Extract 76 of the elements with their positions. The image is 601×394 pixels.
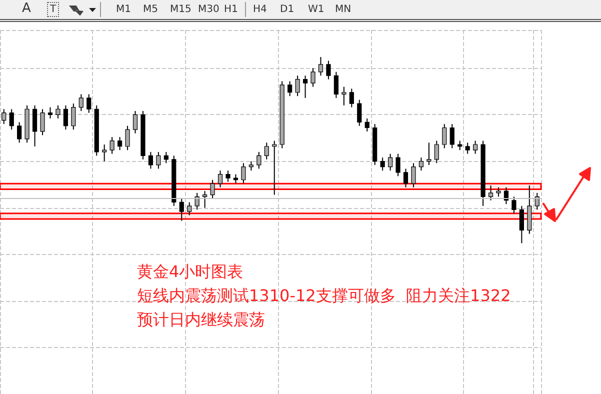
candlestick <box>534 192 540 210</box>
candlestick <box>434 140 439 164</box>
candlestick <box>519 205 524 244</box>
candlestick <box>364 118 370 132</box>
candlestick <box>102 144 107 162</box>
candlestick <box>233 174 238 184</box>
text: D1 <box>280 3 294 16</box>
candlestick <box>210 179 215 199</box>
text: M5 <box>143 3 158 16</box>
candlestick <box>295 75 300 97</box>
candlestick <box>418 157 424 172</box>
candlestick <box>380 157 385 172</box>
text: 预计日内继续震荡 <box>137 309 266 331</box>
candlestick <box>264 142 269 160</box>
candlestick <box>310 68 316 88</box>
candlestick <box>202 190 208 208</box>
candlestick <box>110 136 114 154</box>
candlestick <box>403 168 408 188</box>
candlestick <box>488 184 494 201</box>
candlestick <box>458 140 462 151</box>
text: A <box>22 1 31 16</box>
candlestick <box>342 86 346 106</box>
candlestick <box>442 124 447 149</box>
candlestick <box>496 186 501 198</box>
candlestick <box>396 153 400 177</box>
candlestick <box>450 124 454 149</box>
text: 短线内震荡测试1310-12支撑可做多 阻力关注1322 <box>137 285 511 307</box>
candlestick <box>426 142 432 166</box>
candlestick <box>40 108 45 136</box>
candlestick <box>86 94 92 114</box>
text: 黄金4小时图表 <box>137 261 244 283</box>
candlestick <box>326 60 331 80</box>
text: T <box>47 2 60 17</box>
candlestick <box>194 192 200 210</box>
candlestick <box>272 140 277 196</box>
candlestick <box>218 170 223 188</box>
text: M30 <box>198 3 220 16</box>
candlestick <box>256 151 262 170</box>
candlestick <box>9 108 14 130</box>
candlestick <box>349 88 354 108</box>
text: MN <box>335 3 352 16</box>
candlestick <box>56 104 60 119</box>
candlestick <box>504 186 509 205</box>
candlestick <box>78 94 84 112</box>
text: M1 <box>116 3 131 16</box>
candlestick <box>241 162 246 184</box>
candlestick <box>302 75 308 98</box>
candlestick <box>288 80 292 97</box>
text: H1 <box>224 3 238 16</box>
candlestick <box>125 125 130 151</box>
candlestick <box>388 153 393 172</box>
candlestick <box>318 56 324 76</box>
candlestick <box>334 71 338 98</box>
candlestick <box>248 160 254 172</box>
candlestick <box>465 142 470 154</box>
candlestick <box>357 99 362 126</box>
candlestick <box>71 103 76 130</box>
candlestick <box>48 106 53 119</box>
candlestick <box>148 151 154 170</box>
candlestick <box>226 170 230 182</box>
text: H4 <box>253 3 267 16</box>
candlestick <box>17 122 22 144</box>
candlestick <box>117 136 122 151</box>
candlestick <box>156 151 161 170</box>
candlestick <box>411 162 416 188</box>
candlestick <box>179 198 184 222</box>
candlestick <box>2 108 6 125</box>
text: W1 <box>308 3 324 16</box>
candlestick <box>187 202 192 216</box>
candlestick <box>512 196 516 214</box>
text: M15 <box>170 3 192 16</box>
candlestick <box>32 104 38 147</box>
candlestick <box>132 110 138 134</box>
candlestick <box>473 140 478 154</box>
candlestick <box>164 151 168 164</box>
candlestick <box>63 104 68 130</box>
